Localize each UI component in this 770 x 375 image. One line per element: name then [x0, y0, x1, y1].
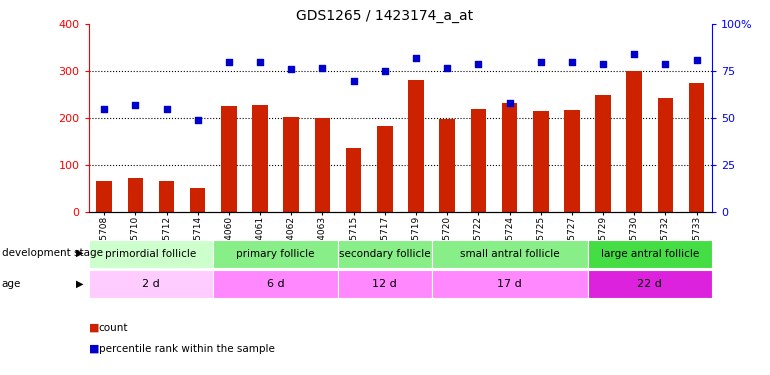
Text: count: count	[99, 323, 128, 333]
Point	[192, 117, 204, 123]
Bar	[377, 126, 393, 212]
Text: 2 d: 2 d	[142, 279, 160, 289]
Point	[98, 106, 110, 112]
Text: 6 d: 6 d	[267, 279, 284, 289]
Bar	[440, 119, 455, 212]
Bar	[96, 182, 112, 212]
Bar	[89, 270, 213, 298]
Point	[472, 61, 484, 67]
Point	[223, 59, 235, 65]
Text: small antral follicle: small antral follicle	[460, 249, 559, 259]
Bar	[338, 240, 431, 268]
Point	[534, 59, 547, 65]
Point	[160, 106, 172, 112]
Bar	[315, 118, 330, 212]
Bar	[346, 148, 361, 212]
Text: 12 d: 12 d	[373, 279, 397, 289]
Bar	[283, 117, 299, 212]
Point	[691, 57, 703, 63]
Bar	[253, 105, 268, 212]
Bar	[689, 83, 705, 212]
Point	[504, 100, 516, 106]
Bar	[431, 270, 588, 298]
Bar	[564, 110, 580, 212]
Bar	[431, 240, 588, 268]
Text: ■: ■	[89, 344, 99, 354]
Bar	[627, 71, 642, 212]
Bar	[502, 103, 517, 212]
Text: percentile rank within the sample: percentile rank within the sample	[99, 344, 274, 354]
Text: ▶: ▶	[75, 248, 83, 258]
Point	[441, 64, 454, 70]
Point	[597, 61, 609, 67]
Point	[628, 51, 641, 57]
Bar	[213, 240, 338, 268]
Bar	[595, 95, 611, 212]
Text: 17 d: 17 d	[497, 279, 522, 289]
Point	[254, 59, 266, 65]
Text: GDS1265 / 1423174_a_at: GDS1265 / 1423174_a_at	[296, 9, 474, 23]
Point	[316, 64, 329, 70]
Text: primordial follicle: primordial follicle	[105, 249, 196, 259]
Text: 22 d: 22 d	[638, 279, 662, 289]
Text: ■: ■	[89, 323, 99, 333]
Text: development stage: development stage	[2, 248, 102, 258]
Bar	[159, 182, 174, 212]
Bar	[658, 99, 673, 212]
Bar	[213, 270, 338, 298]
Bar	[338, 270, 431, 298]
Bar	[588, 240, 712, 268]
Point	[347, 78, 360, 84]
Bar	[190, 188, 206, 212]
Text: ▶: ▶	[75, 279, 83, 289]
Point	[129, 102, 142, 108]
Text: age: age	[2, 279, 21, 289]
Text: primary follicle: primary follicle	[236, 249, 315, 259]
Point	[379, 68, 391, 74]
Bar	[89, 240, 213, 268]
Point	[659, 61, 671, 67]
Bar	[221, 106, 236, 212]
Bar	[470, 109, 486, 212]
Text: large antral follicle: large antral follicle	[601, 249, 699, 259]
Bar	[588, 270, 712, 298]
Bar	[408, 80, 424, 212]
Point	[285, 66, 297, 72]
Point	[410, 55, 422, 61]
Bar	[533, 111, 548, 212]
Point	[566, 59, 578, 65]
Bar	[128, 178, 143, 212]
Text: secondary follicle: secondary follicle	[339, 249, 430, 259]
